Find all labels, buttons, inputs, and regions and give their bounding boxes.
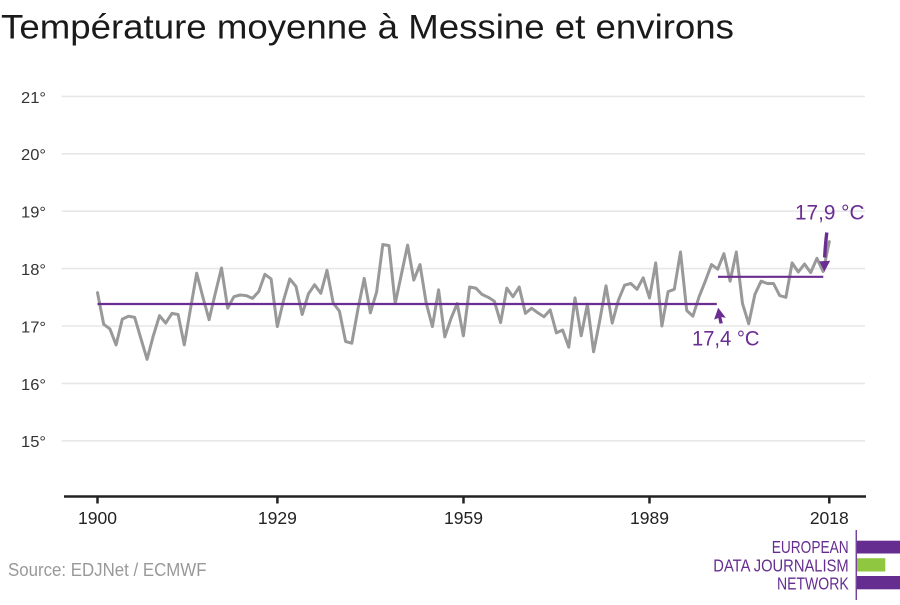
svg-text:16°: 16° bbox=[21, 377, 46, 394]
svg-text:1900: 1900 bbox=[78, 508, 117, 528]
svg-text:17,4 °C: 17,4 °C bbox=[692, 328, 760, 351]
svg-text:19°: 19° bbox=[21, 205, 46, 222]
svg-text:Source: EDJNet / ECMWF: Source: EDJNet / ECMWF bbox=[8, 560, 207, 580]
svg-text:2018: 2018 bbox=[810, 508, 849, 528]
svg-text:20°: 20° bbox=[21, 147, 46, 164]
svg-text:17,9 °C: 17,9 °C bbox=[795, 202, 865, 225]
svg-text:Température moyenne à Messine: Température moyenne à Messine et environ… bbox=[1, 9, 734, 47]
svg-text:EUROPEAN: EUROPEAN bbox=[772, 537, 849, 557]
svg-text:1959: 1959 bbox=[444, 508, 483, 528]
svg-text:NETWORK: NETWORK bbox=[777, 574, 849, 594]
svg-text:17°: 17° bbox=[21, 319, 46, 336]
svg-text:15°: 15° bbox=[21, 434, 46, 451]
svg-text:1989: 1989 bbox=[630, 508, 669, 528]
svg-text:21°: 21° bbox=[21, 90, 46, 107]
svg-text:1929: 1929 bbox=[258, 508, 297, 528]
svg-text:18°: 18° bbox=[21, 262, 46, 279]
svg-text:DATA JOURNALISM: DATA JOURNALISM bbox=[713, 555, 848, 575]
